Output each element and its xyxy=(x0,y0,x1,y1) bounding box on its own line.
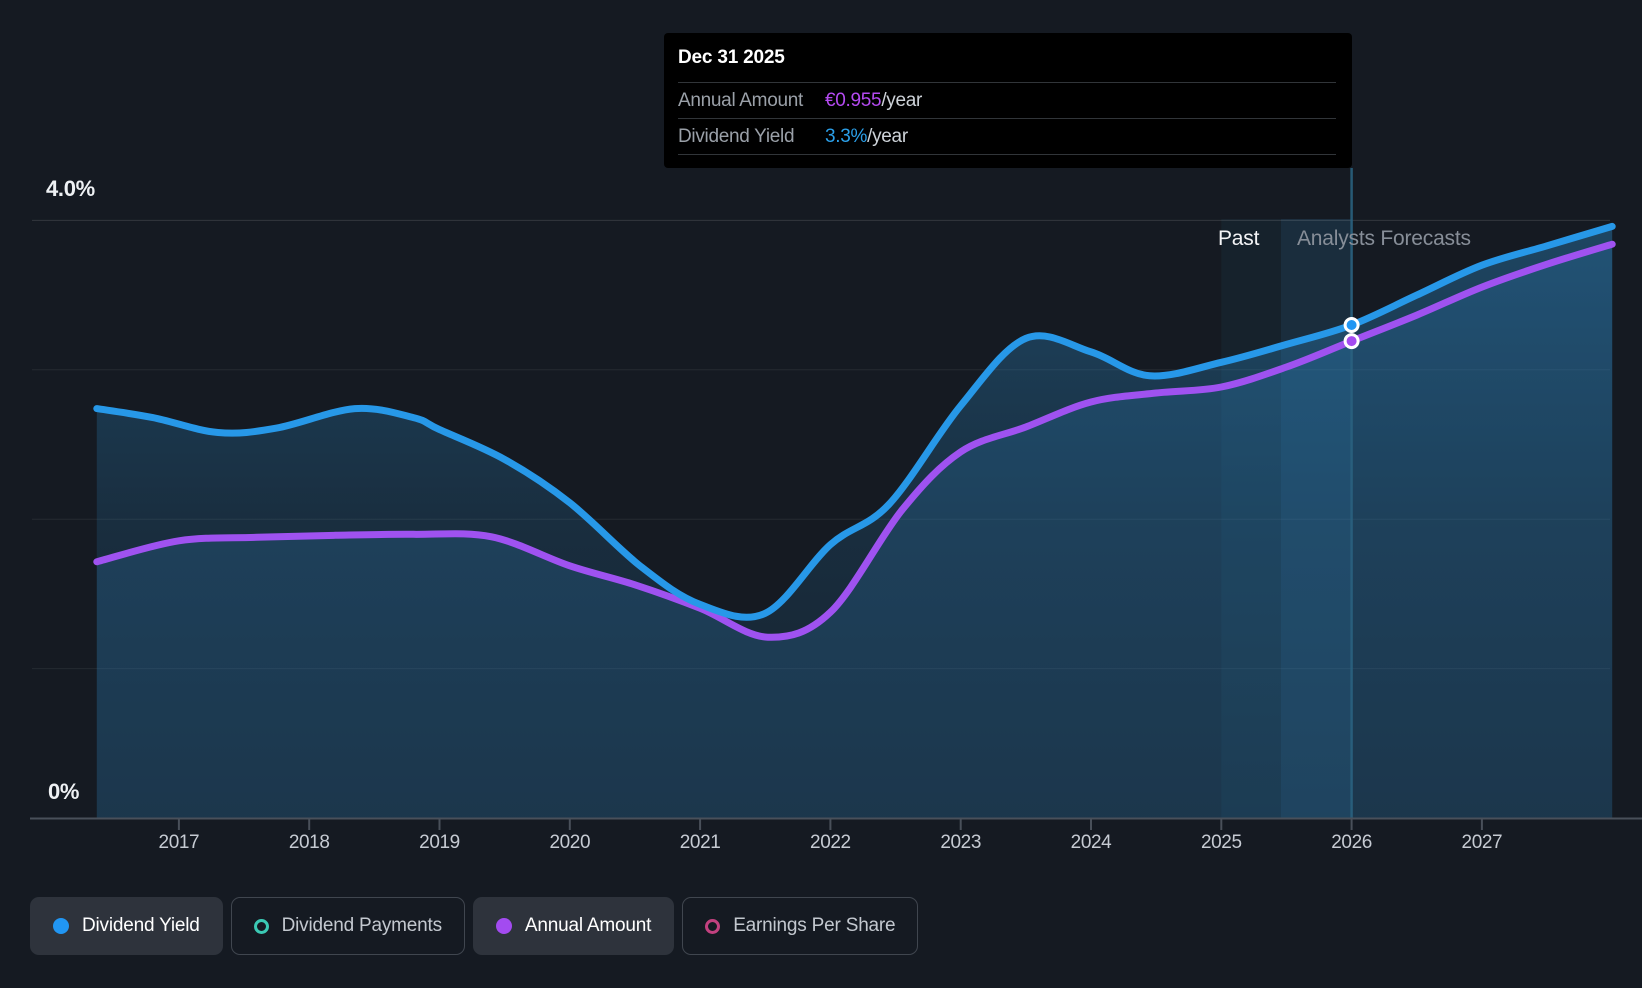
y-axis-min-label: 0% xyxy=(48,779,80,804)
x-axis-year-label: 2020 xyxy=(549,832,591,853)
x-axis-year-label: 2019 xyxy=(419,832,460,853)
x-axis-year-label: 2024 xyxy=(1070,832,1112,853)
x-axis-year-label: 2027 xyxy=(1461,832,1503,853)
dividend-yield-area-fill xyxy=(96,226,1613,818)
annual-amount-line[interactable] xyxy=(93,240,1616,641)
legend-label: Dividend Payments xyxy=(281,915,442,936)
x-axis-year-label: 2018 xyxy=(288,832,330,853)
x-axis-year-label: 2023 xyxy=(940,832,982,853)
tooltip-row-annual-amount: Annual Amount €0.955/year xyxy=(678,83,1336,119)
legend-label: Earnings Per Share xyxy=(733,915,896,936)
tooltip-annual-amount-label: Annual Amount xyxy=(678,89,803,111)
series-legend: Dividend Yield Dividend Payments Annual Am… xyxy=(30,897,919,955)
x-axis-year-label: 2025 xyxy=(1200,832,1242,853)
x-axis-year-label: 2021 xyxy=(679,832,721,853)
tooltip-row-dividend-yield: Dividend Yield 3.3%/year xyxy=(678,119,1336,155)
analysts-forecasts-label: Analysts Forecasts xyxy=(1297,227,1471,250)
dividend-yield-hover-marker[interactable] xyxy=(1343,316,1360,333)
legend-toggle-dividend-yield[interactable]: Dividend Yield xyxy=(30,897,223,955)
hover-tooltip: Dec 31 2025 Annual Amount €0.955/year Di… xyxy=(664,33,1352,168)
legend-dot-icon xyxy=(53,918,69,934)
x-axis-ticks xyxy=(177,819,1483,830)
legend-toggle-annual-amount[interactable]: Annual Amount xyxy=(472,897,675,955)
tooltip-dividend-yield-label: Dividend Yield xyxy=(678,125,795,147)
annual-amount-hover-marker[interactable] xyxy=(1343,333,1360,350)
legend-label: Dividend Yield xyxy=(82,915,200,936)
tooltip-date: Dec 31 2025 xyxy=(678,33,1336,83)
legend-ring-icon xyxy=(253,918,269,934)
past-label: Past xyxy=(1218,227,1260,250)
legend-ring-icon xyxy=(705,918,721,934)
x-axis-year-label: 2017 xyxy=(158,832,200,853)
legend-dot-icon xyxy=(495,918,512,934)
x-axis-year-label: 2022 xyxy=(810,832,851,853)
tooltip-annual-amount-value: €0.955/year xyxy=(825,89,923,111)
legend-toggle-earnings-per-share[interactable]: Earnings Per Share xyxy=(682,897,919,955)
legend-label: Annual Amount xyxy=(524,915,652,936)
legend-toggle-dividend-payments[interactable]: Dividend Payments xyxy=(230,897,465,955)
x-axis-year-label: 2026 xyxy=(1331,832,1372,853)
tooltip-dividend-yield-value: 3.3%/year xyxy=(825,125,908,147)
y-axis-max-label: 4.0% xyxy=(46,176,95,201)
x-axis xyxy=(30,817,1642,830)
